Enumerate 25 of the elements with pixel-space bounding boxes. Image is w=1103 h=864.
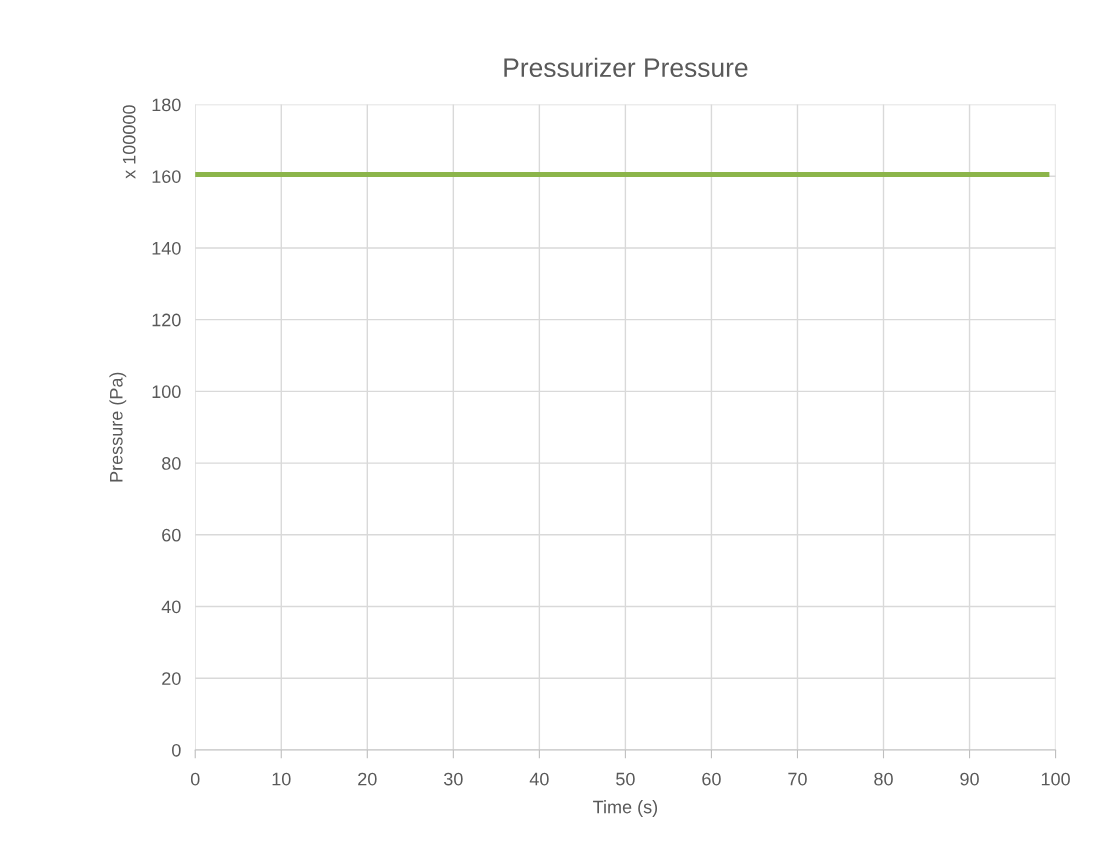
chart-title: Pressurizer Pressure — [504, 57, 748, 78]
x-tick-label: 40 — [529, 772, 549, 786]
y-tick-label: 40 — [161, 600, 181, 614]
y-tick-label: 160 — [152, 170, 181, 183]
x-tick-label: 60 — [702, 772, 721, 786]
y-axis-title: Pressure (Pa) — [109, 372, 127, 482]
x-tick-label: 10 — [272, 772, 291, 786]
y-tick-label: 20 — [162, 672, 181, 685]
y-tick-label: 140 — [152, 241, 181, 255]
x-tick-label: 80 — [874, 772, 893, 786]
x-tick-label: 20 — [358, 772, 377, 786]
y-tick-label: 100 — [152, 385, 181, 399]
y-tick-label: 120 — [152, 313, 181, 327]
x-tick-label: 50 — [616, 772, 635, 786]
x-tick-label: 100 — [1041, 772, 1070, 786]
text: x 100000 — [122, 105, 136, 179]
y-tick-label: 0 — [172, 743, 181, 757]
x-tick-label: 70 — [788, 772, 807, 786]
x-tick-label: 90 — [960, 772, 979, 786]
y-tick-label: 60 — [162, 528, 181, 542]
x-axis-title: Time (s) — [593, 800, 658, 817]
y-tick-label: 180 — [152, 98, 181, 112]
x-tick-label: 30 — [443, 772, 463, 786]
x-tick-label: 0 — [190, 772, 200, 786]
y-tick-label: 80 — [162, 457, 181, 470]
